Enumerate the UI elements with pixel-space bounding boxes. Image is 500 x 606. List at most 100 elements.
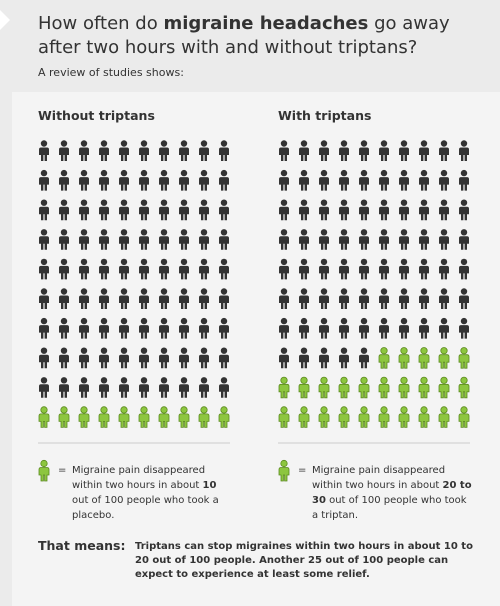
- icon: [459, 140, 469, 161]
- icon: [319, 317, 329, 339]
- icon: [179, 199, 189, 221]
- icon: [359, 140, 369, 161]
- icon: [459, 229, 469, 250]
- icon: [379, 169, 389, 191]
- title-part: go away after two hours with and without…: [38, 13, 450, 58]
- icon: [59, 169, 69, 191]
- icon: [59, 229, 69, 250]
- icon: [319, 199, 329, 221]
- icon: [119, 169, 129, 191]
- icon: [339, 317, 349, 339]
- icon: [139, 199, 149, 221]
- title-part: migraine headaches: [163, 13, 369, 34]
- highlighted-icon: [438, 347, 450, 369]
- icon: [119, 140, 129, 161]
- icon: [59, 317, 69, 339]
- icon: [419, 169, 429, 191]
- icon: [79, 169, 89, 191]
- icon: [399, 140, 409, 161]
- icon: [379, 258, 389, 280]
- icon: [399, 317, 409, 339]
- icon: [299, 288, 309, 309]
- icon: [219, 199, 229, 221]
- icon: [159, 377, 169, 398]
- icon: [219, 347, 229, 369]
- highlighted-icon: [438, 406, 450, 428]
- legend-symbol: =: [58, 465, 67, 476]
- icon: [99, 377, 109, 398]
- icon: [459, 199, 469, 221]
- icon: [319, 288, 329, 309]
- icon: [59, 199, 69, 221]
- icon: [319, 140, 329, 161]
- icon: [379, 199, 389, 221]
- icon: [139, 229, 149, 250]
- legend-part: out of 100 people who took a triptan.: [312, 495, 467, 521]
- icon: [59, 140, 69, 161]
- icon: [419, 199, 429, 221]
- highlighted-icon: [418, 406, 430, 428]
- highlighted-icon: [358, 376, 370, 399]
- icon: [79, 140, 89, 161]
- icon: [59, 288, 69, 309]
- icon: [199, 140, 209, 161]
- icon: [359, 347, 369, 369]
- icon: [399, 258, 409, 280]
- icon: [119, 288, 129, 309]
- icon: [199, 169, 209, 191]
- icon: [219, 377, 229, 398]
- highlighted-icon: [338, 376, 350, 399]
- icon: [99, 169, 109, 191]
- icon: [39, 140, 49, 161]
- footer-label: That means:: [38, 538, 126, 553]
- icon: [219, 140, 229, 161]
- icon: [279, 229, 289, 250]
- icon: [199, 288, 209, 309]
- icon: [279, 199, 289, 221]
- icon: [219, 258, 229, 280]
- icon: [279, 169, 289, 191]
- icon: [279, 347, 289, 369]
- icon: [119, 377, 129, 398]
- highlighted-icon: [318, 406, 330, 428]
- icon: [39, 199, 49, 221]
- highlighted-icon: [398, 347, 410, 369]
- icon: [179, 288, 189, 309]
- icon: [179, 140, 189, 161]
- icon: [179, 317, 189, 339]
- highlighted-icon: [338, 406, 350, 428]
- icon: [279, 288, 289, 309]
- icon: [39, 258, 49, 280]
- icon: [219, 288, 229, 309]
- highlighted-icon: [318, 376, 330, 399]
- icon: [179, 377, 189, 398]
- icon: [79, 229, 89, 250]
- icon: [319, 258, 329, 280]
- icon: [139, 169, 149, 191]
- icon: [99, 317, 109, 339]
- icon: [399, 169, 409, 191]
- icon: [159, 347, 169, 369]
- highlighted-icon: [458, 347, 470, 369]
- icon: [399, 229, 409, 250]
- icon: [279, 317, 289, 339]
- icon: [459, 169, 469, 191]
- icon: [79, 258, 89, 280]
- highlighted-icon: [378, 376, 390, 399]
- icon: [179, 347, 189, 369]
- legend-part: Migraine pain disappeared within two hou…: [72, 465, 206, 491]
- icon: [359, 258, 369, 280]
- highlighted-icon: [178, 406, 190, 428]
- icon: [359, 288, 369, 309]
- icon: [119, 347, 129, 369]
- icon: [299, 140, 309, 161]
- highlighted-icon: [418, 347, 430, 369]
- icon: [359, 229, 369, 250]
- icon: [179, 169, 189, 191]
- icon: [39, 347, 49, 369]
- highlighted-icon: [118, 406, 130, 428]
- icon: [419, 140, 429, 161]
- icon: [159, 288, 169, 309]
- icon: [139, 140, 149, 161]
- icon: [199, 199, 209, 221]
